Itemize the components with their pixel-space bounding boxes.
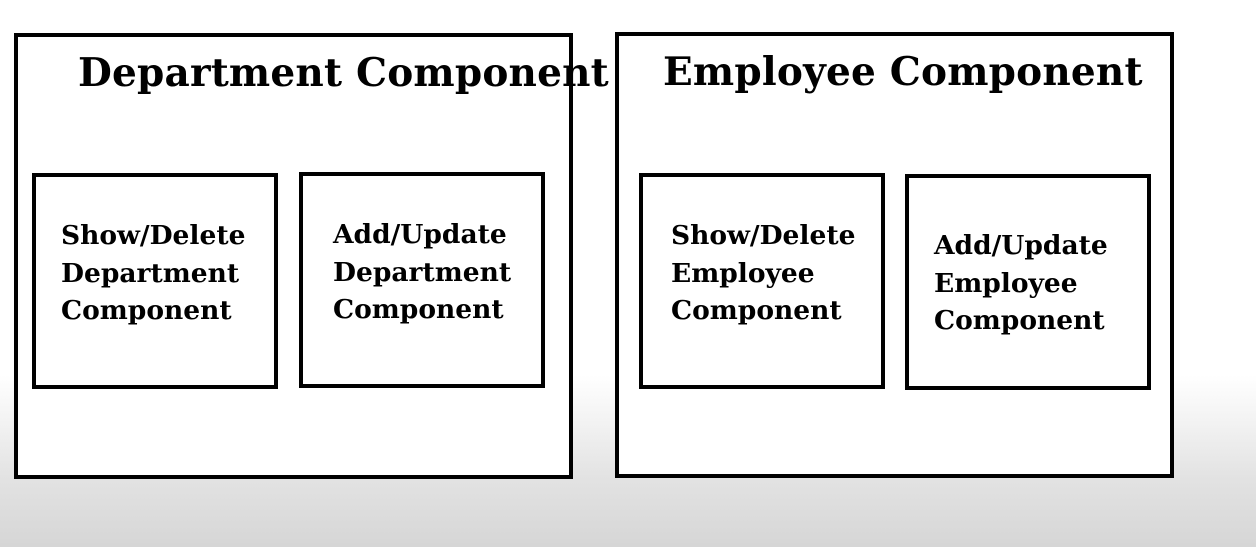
add-update-employee-box: Add/Update Employee Component [905,174,1151,390]
show-delete-employee-box: Show/Delete Employee Component [639,173,885,389]
add-update-department-box: Add/Update Department Component [299,172,545,388]
show-delete-department-box: Show/Delete Department Component [32,173,278,389]
department-component-box: Department Component Show/Delete Departm… [14,33,609,479]
add-update-employee-label: Add/Update Employee Component [934,230,1108,336]
department-component-title: Department Component [78,50,609,96]
add-update-department-label: Add/Update Department Component [333,219,512,325]
employee-component-title: Employee Component [663,49,1143,95]
employee-component-box: Employee Component Show/Delete Employee … [615,32,1174,478]
show-delete-employee-label: Show/Delete Employee Component [671,220,856,326]
show-delete-department-label: Show/Delete Department Component [61,220,246,326]
